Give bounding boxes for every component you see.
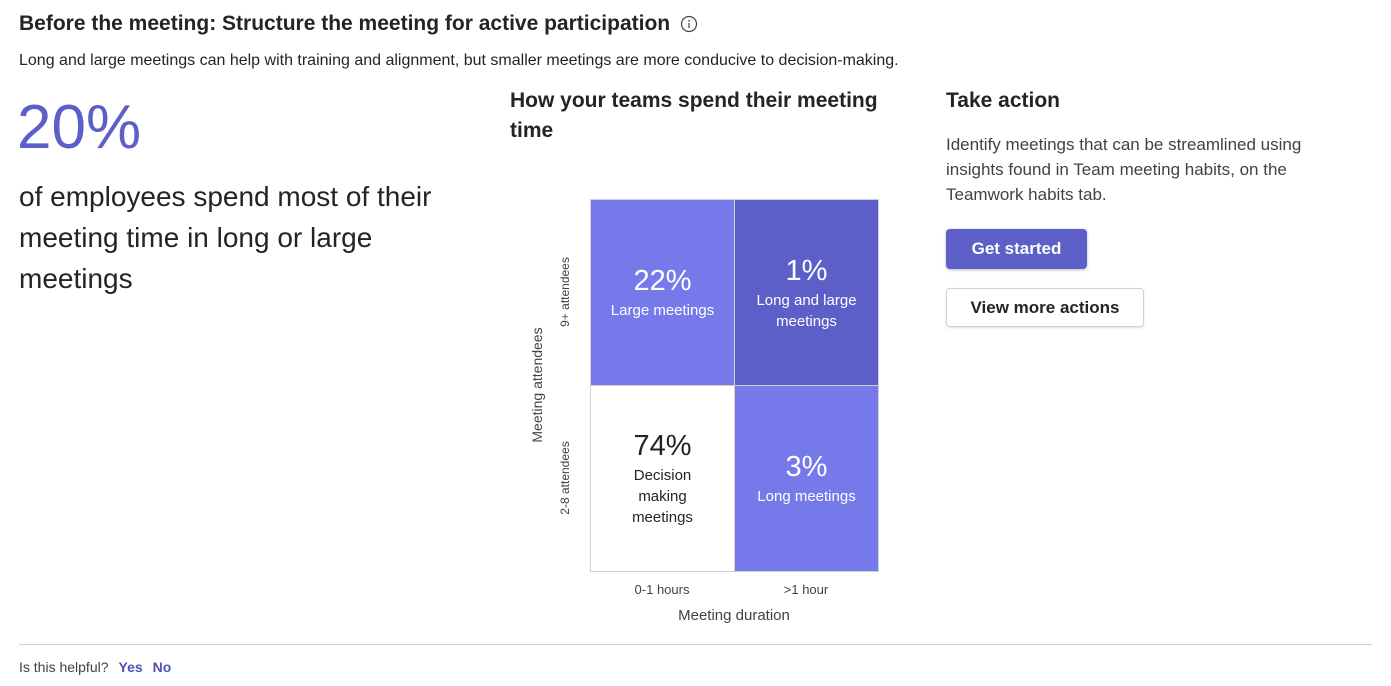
chart-title: How your teams spend their meeting time — [510, 89, 878, 142]
x-tick-label: >1 hour — [783, 582, 829, 597]
y-axis-title: Meeting attendees — [529, 327, 545, 443]
x-tick-label: 0-1 hours — [634, 582, 690, 597]
cell-large-meetings: 22% Large meetings — [591, 200, 734, 385]
cell-long-meetings: 3% Long meetings — [735, 386, 878, 571]
insight-description: of employees spend most of their meeting… — [19, 181, 432, 294]
cell-label: Decision making meetings — [632, 467, 693, 526]
cell-label: Long and large meetings — [756, 291, 857, 330]
info-icon[interactable] — [680, 15, 698, 33]
view-more-actions-button[interactable]: View more actions — [946, 288, 1144, 327]
insight-stat: 20% — [17, 93, 142, 162]
section-title-text: Before the meeting: Structure the meetin… — [19, 12, 671, 35]
feedback-bar: Is this helpful? Yes No — [19, 659, 171, 675]
feedback-yes-link[interactable]: Yes — [118, 659, 143, 675]
section-subtitle: Long and large meetings can help with tr… — [19, 52, 899, 69]
feedback-question: Is this helpful? — [19, 659, 109, 675]
get-started-button[interactable]: Get started — [946, 229, 1087, 269]
x-axis-title: Meeting duration — [678, 607, 790, 624]
take-action-title: Take action — [946, 89, 1060, 112]
cell-percent: 3% — [785, 451, 828, 483]
y-tick-label: 2-8 attendees — [558, 441, 572, 515]
take-action-description: Identify meetings that can be streamline… — [946, 135, 1302, 204]
cell-label: Large meetings — [610, 302, 715, 319]
cell-label: Long meetings — [757, 488, 856, 505]
cell-percent: 1% — [785, 254, 828, 287]
feedback-no-link[interactable]: No — [152, 659, 172, 675]
y-tick-label: 9+ attendees — [558, 257, 572, 327]
cell-decision-making-meetings: 74% Decision making meetings — [591, 386, 734, 571]
meeting-heatmap: 22% Large meetings 1% Long and large mee… — [590, 199, 879, 572]
divider — [19, 644, 1372, 645]
cell-long-and-large-meetings: 1% Long and large meetings — [735, 200, 878, 385]
section-title: Before the meeting: Structure the meetin… — [19, 12, 698, 36]
cell-percent: 22% — [633, 265, 692, 297]
cell-percent: 74% — [633, 430, 692, 462]
